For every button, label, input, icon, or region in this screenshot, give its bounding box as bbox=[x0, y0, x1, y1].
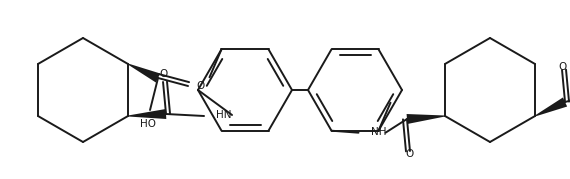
Text: O: O bbox=[406, 149, 414, 159]
Polygon shape bbox=[128, 109, 166, 119]
Polygon shape bbox=[128, 64, 160, 83]
Text: HO: HO bbox=[140, 119, 156, 129]
Polygon shape bbox=[406, 114, 445, 124]
Text: O: O bbox=[196, 81, 204, 91]
Polygon shape bbox=[535, 98, 567, 117]
Text: O: O bbox=[159, 69, 167, 79]
Text: O: O bbox=[558, 62, 566, 72]
Text: NH: NH bbox=[372, 127, 387, 137]
Text: HN: HN bbox=[216, 110, 231, 120]
